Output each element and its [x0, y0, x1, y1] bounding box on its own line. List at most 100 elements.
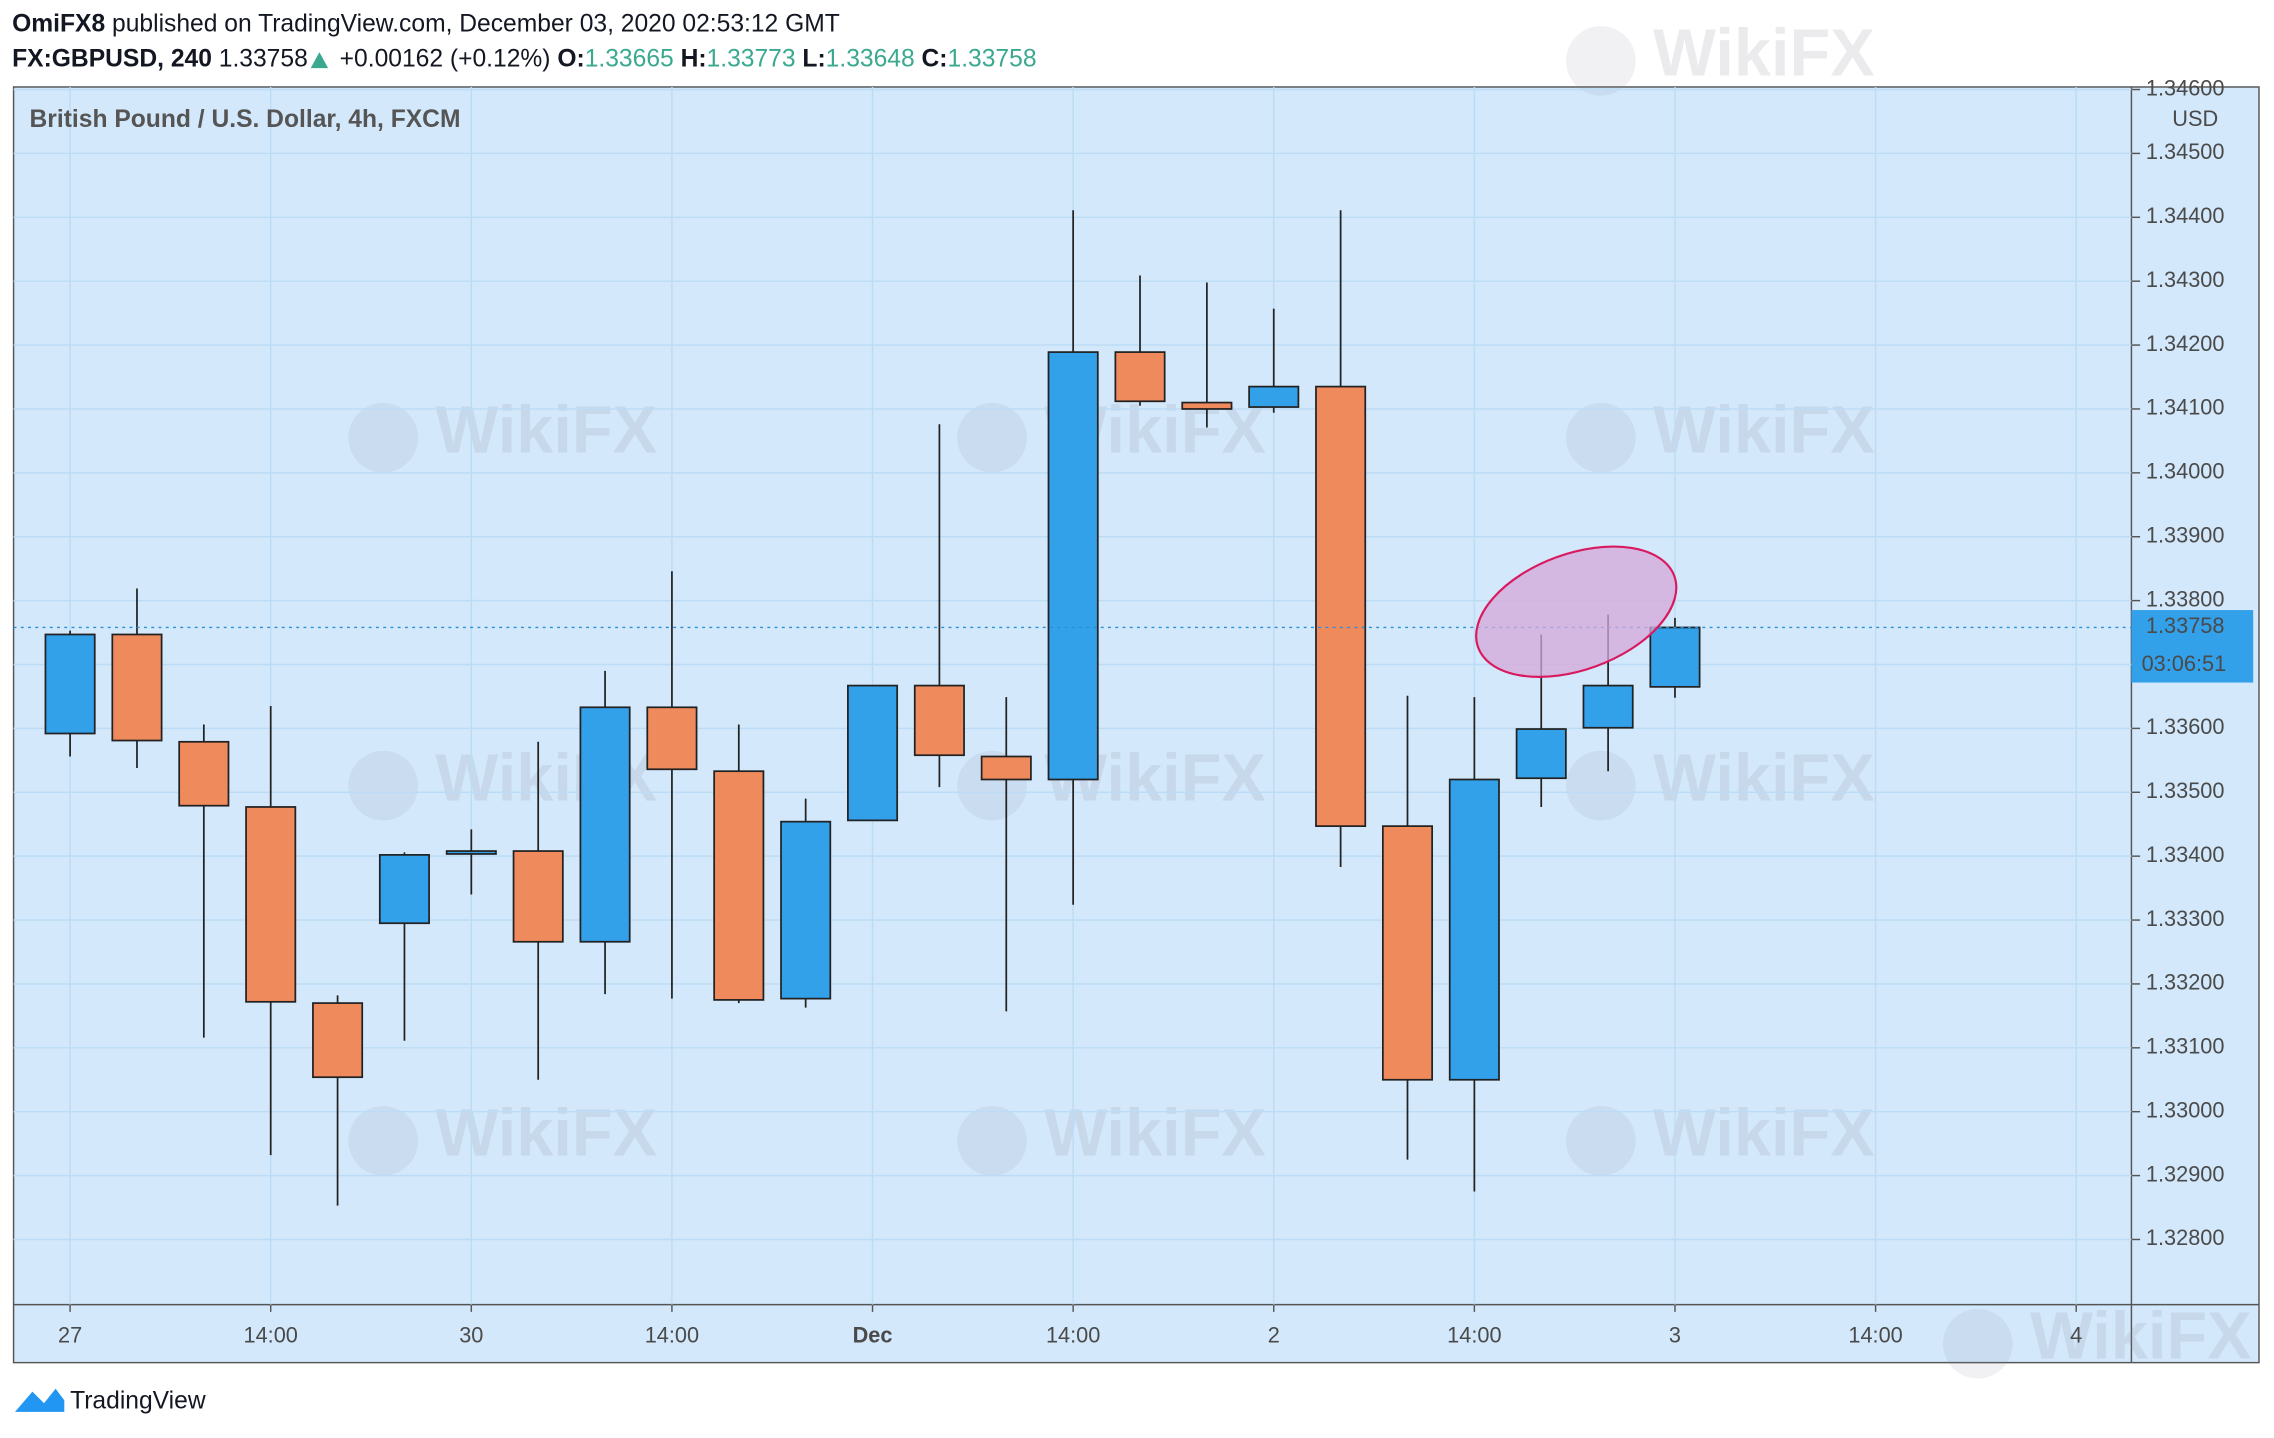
tv-logo: [15, 1388, 65, 1412]
y-tick-label: 1.33800: [2146, 586, 2225, 611]
y-unit: USD: [2172, 106, 2218, 131]
y-tick-label: 1.33100: [2146, 1034, 2225, 1059]
x-tick-label: 14:00: [1848, 1322, 1902, 1347]
watermark: WikiFX: [435, 393, 657, 467]
candle-body: [646, 706, 698, 771]
watermark-icon: [348, 402, 418, 473]
x-tick-label: Dec: [853, 1322, 893, 1347]
candle-body: [1381, 825, 1434, 1081]
candle-body: [1248, 385, 1300, 408]
y-tick-label: 1.33500: [2146, 778, 2225, 803]
y-tick-label: 1.33400: [2146, 842, 2225, 867]
ohlc-value: 1.33758: [948, 45, 1037, 72]
ohlc-label: L:: [802, 45, 825, 72]
header-line-1: OmiFX8 published on TradingView.com, Dec…: [12, 10, 840, 37]
candle-body: [1315, 385, 1367, 828]
y-tick-label: 1.34000: [2146, 459, 2225, 484]
last-price-box: [2131, 610, 2254, 683]
published: published on TradingView.com, December 0…: [112, 10, 840, 37]
y-tick-label: 1.33900: [2146, 522, 2225, 547]
y-tick-label: 1.33000: [2146, 1097, 2225, 1122]
y-tick-label: 1.34200: [2146, 331, 2225, 356]
candle-body: [1515, 728, 1567, 780]
candle-body: [1047, 351, 1099, 781]
header-line-2: FX:GBPUSD, 240 1.33758 +0.00162 (+0.12%) …: [12, 45, 1036, 72]
candle-body: [111, 633, 163, 742]
y-tick-label: 1.34400: [2146, 203, 2225, 228]
candle-body: [713, 770, 765, 1001]
y-tick-label: 1.34500: [2146, 139, 2225, 164]
x-tick-label: 14:00: [1447, 1322, 1501, 1347]
candle-body: [1582, 684, 1634, 729]
watermark: WikiFX: [1044, 1097, 1266, 1171]
x-tick-label: 27: [58, 1322, 82, 1347]
candle-body: [378, 854, 430, 925]
candle-body: [245, 806, 297, 1003]
watermark: WikiFX: [435, 1097, 657, 1171]
y-tick-label: 1.34600: [2146, 75, 2225, 100]
x-tick-label: 14:00: [244, 1322, 298, 1347]
countdown: 03:06:51: [2142, 651, 2227, 676]
watermark-icon: [348, 1106, 418, 1176]
watermark: WikiFX: [1653, 17, 1875, 91]
y-tick-label: 1.33600: [2146, 714, 2225, 739]
highlight-ellipse: [1475, 545, 1678, 678]
watermark-icon: [957, 1106, 1027, 1176]
up-arrow: [310, 52, 329, 69]
ohlc-value: 1.33665: [585, 45, 674, 72]
last-price-label: 1.33758: [2146, 613, 2225, 638]
ohlc-label: O:: [557, 45, 584, 72]
ohlc-value: 1.33773: [707, 45, 796, 72]
candle-body: [1649, 626, 1701, 688]
x-tick-label: 14:00: [645, 1322, 699, 1347]
candle-body: [1114, 351, 1166, 403]
plot-bg: [12, 86, 2260, 1364]
watermark: WikiFX: [2030, 1299, 2252, 1373]
y-tick-label: 1.33300: [2146, 906, 2225, 931]
candle-body: [1181, 401, 1233, 410]
symbol: FX:GBPUSD, 240: [12, 45, 212, 72]
watermark: WikiFX: [1653, 741, 1875, 815]
candle-body: [312, 1002, 364, 1079]
y-tick-label: 1.34100: [2146, 395, 2225, 420]
y-tick-label: 1.34300: [2146, 267, 2225, 292]
candle-body: [579, 706, 631, 943]
x-tick-label: 3: [1669, 1322, 1681, 1347]
candle-body: [44, 633, 96, 735]
watermark-icon: [1566, 1106, 1636, 1176]
y-tick-label: 1.32900: [2146, 1161, 2225, 1186]
x-tick-label: 14:00: [1046, 1322, 1100, 1347]
y-tick-label: 1.33200: [2146, 970, 2225, 995]
ohlc-value: 1.33648: [826, 45, 915, 72]
y-tick-label: 1.32800: [2146, 1225, 2225, 1250]
watermark-icon: [1566, 402, 1636, 473]
watermark-icon: [348, 750, 418, 821]
candle-body: [780, 820, 832, 1000]
chart-title: British Pound / U.S. Dollar, 4h, FXCM: [30, 106, 461, 133]
x-tick-label: 30: [459, 1322, 483, 1347]
candles: [13, 210, 2132, 1206]
footer-brand: TradingView: [70, 1387, 206, 1414]
candle-body: [1448, 778, 1500, 1081]
candle-body: [512, 850, 564, 943]
last: 1.33758: [219, 45, 308, 72]
candle-body: [847, 684, 899, 822]
candle-body: [913, 684, 965, 757]
ohlc-label: H:: [681, 45, 707, 72]
watermark-icon: [1566, 750, 1636, 821]
candle-body: [178, 740, 230, 807]
watermark-icon: [957, 402, 1027, 473]
author: OmiFX8: [12, 10, 105, 37]
candle-body: [980, 755, 1032, 781]
change: +0.00162 (+0.12%): [340, 45, 551, 72]
watermark: WikiFX: [1653, 1097, 1875, 1171]
axis-labels: 1.32800 1.32900 1.33000 1.33100 1.33200 1.333…: [58, 75, 2254, 1347]
watermark: WikiFX: [1653, 393, 1875, 467]
x-tick-label: 2: [1268, 1322, 1280, 1347]
watermark-icon: [1942, 1308, 2013, 1379]
watermark-icon: [1566, 26, 1636, 96]
candle-body: [445, 850, 497, 855]
x-tick-label: 4: [2070, 1322, 2082, 1347]
ohlc-label: C:: [922, 45, 948, 72]
